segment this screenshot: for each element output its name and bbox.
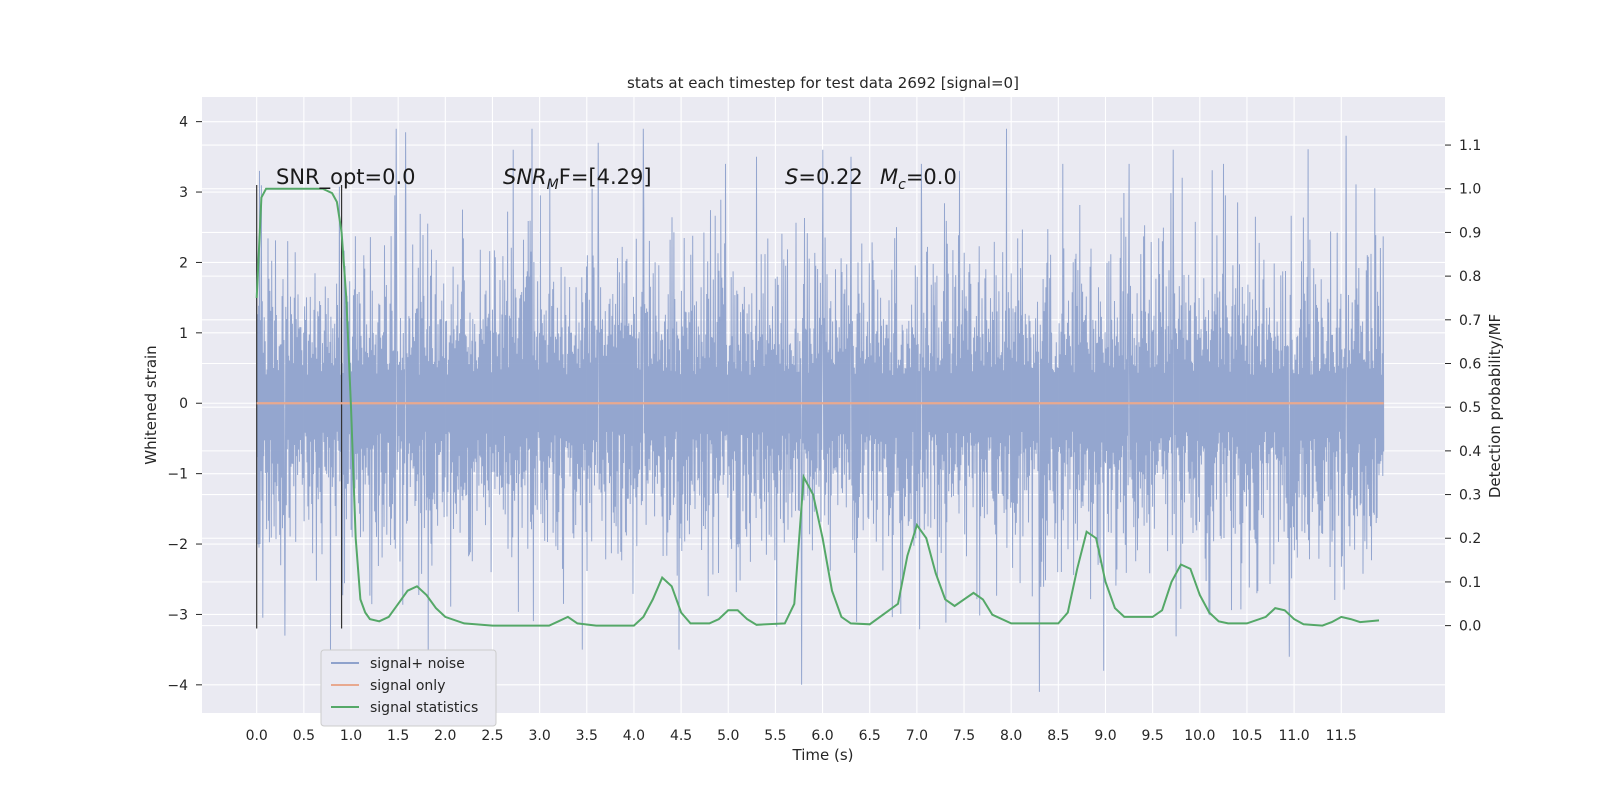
- annotation-snr-mf-subscript: M: [547, 177, 559, 193]
- x-tick-label: 6.5: [859, 728, 881, 744]
- x-tick-label: 1.0: [340, 728, 362, 744]
- x-tick-labels: 0.0 0.5 1.0 1.5 2.0 2.5 3.0 3.5 4.0 4.5 5.0 5.5 6.0 6…: [246, 728, 1357, 744]
- y-right-tick-label: 0.3: [1459, 488, 1481, 504]
- y-right-tick-label: 0.7: [1459, 313, 1481, 329]
- y-tick-label: −2: [167, 537, 188, 553]
- x-tick-label: 0.0: [246, 728, 268, 744]
- signal-statistics-line: [255, 187, 1380, 627]
- x-tick-label: 0.5: [293, 728, 315, 744]
- legend-label-signal-only: signal only: [370, 678, 445, 694]
- y-tick-label: 3: [179, 185, 188, 201]
- x-tick-label: 9.5: [1142, 728, 1164, 744]
- legend-box: [320, 649, 497, 727]
- y-right-tick-label: 0.9: [1459, 225, 1481, 241]
- y-right-tick-labels: 1.1 1.0 0.9 0.8 0.7 0.6 0.5 0.4 0.3 0.2 0.1 0.0: [1445, 138, 1481, 635]
- y-axis-label: Whitened strain: [142, 345, 160, 464]
- x-tick-label: 10.5: [1231, 728, 1262, 744]
- annotation-snr-mf: SNRMF=[4.29]: [503, 165, 652, 193]
- annotation-mc-subscript: c: [898, 177, 906, 193]
- y-right-tick-label: 0.0: [1459, 619, 1481, 635]
- x-tick-label: 5.5: [764, 728, 786, 744]
- chart-title: stats at each timestep for test data 269…: [627, 74, 1019, 92]
- vertical-markers: [256, 185, 343, 629]
- annotation-s: S=0.22: [785, 165, 863, 189]
- y-right-tick-label: 1.0: [1459, 182, 1481, 198]
- x-tick-label: 4.5: [670, 728, 692, 744]
- y-tick-labels: 4 3 2 1 0 −1 −2 −3 −4: [167, 115, 202, 694]
- x-tick-label: 4.0: [623, 728, 645, 744]
- x-tick-label: 5.0: [717, 728, 739, 744]
- x-tick-label: 3.5: [576, 728, 598, 744]
- x-tick-label: 2.0: [434, 728, 456, 744]
- y-right-axis-label: Detection probability/MF: [1486, 314, 1504, 498]
- x-tick-label: 6.0: [811, 728, 833, 744]
- y-tick-label: 2: [179, 255, 188, 271]
- signal-plus-noise-series: [256, 128, 1385, 692]
- y-right-tick-label: 1.1: [1459, 138, 1481, 154]
- annotation-s-symbol: S: [785, 165, 798, 189]
- annotation-mc-value: =0.0: [906, 165, 957, 189]
- annotation-snr-mf-symbol: SNR: [503, 165, 547, 189]
- x-tick-label: 11.0: [1279, 728, 1310, 744]
- x-tick-label: 7.5: [953, 728, 975, 744]
- x-tick-label: 10.0: [1184, 728, 1215, 744]
- x-tick-label: 3.0: [528, 728, 550, 744]
- y-right-tick-label: 0.6: [1459, 356, 1481, 372]
- x-tick-label: 8.0: [1000, 728, 1022, 744]
- x-tick-label: 2.5: [481, 728, 503, 744]
- annotation-mc-symbol: M: [880, 165, 898, 189]
- y-right-tick-label: 0.1: [1459, 575, 1481, 591]
- x-tick-label: 1.5: [387, 728, 409, 744]
- legend: signal+ noise signal only signal statist…: [320, 649, 497, 727]
- legend-label-statistics: signal statistics: [370, 700, 478, 716]
- y-right-tick-label: 0.4: [1459, 444, 1481, 460]
- x-tick-label: 8.5: [1047, 728, 1069, 744]
- y-tick-label: 4: [179, 115, 188, 131]
- y-right-tick-label: 0.8: [1459, 269, 1481, 285]
- x-tick-label: 9.0: [1094, 728, 1116, 744]
- y-tick-label: 1: [179, 326, 188, 342]
- y-tick-label: −4: [167, 678, 188, 694]
- legend-label-noise: signal+ noise: [370, 656, 465, 672]
- x-tick-label: 7.0: [906, 728, 928, 744]
- y-tick-label: −1: [167, 467, 188, 483]
- annotation-s-value: =0.22: [798, 165, 862, 189]
- signal-plus-noise-line: [256, 128, 1385, 692]
- y-right-tick-label: 0.5: [1459, 400, 1481, 416]
- annotation-snr-mf-value: F=[4.29]: [559, 165, 652, 189]
- y-right-tick-label: 0.2: [1459, 531, 1481, 547]
- annotation-mc: Mc=0.0: [880, 165, 957, 193]
- x-tick-label: 11.5: [1326, 728, 1357, 744]
- y-tick-label: 0: [179, 396, 188, 412]
- y-tick-label: −3: [167, 607, 188, 623]
- annotation-snr-opt: SNR_opt=0.0: [276, 165, 416, 190]
- x-axis-label: Time (s): [792, 746, 854, 764]
